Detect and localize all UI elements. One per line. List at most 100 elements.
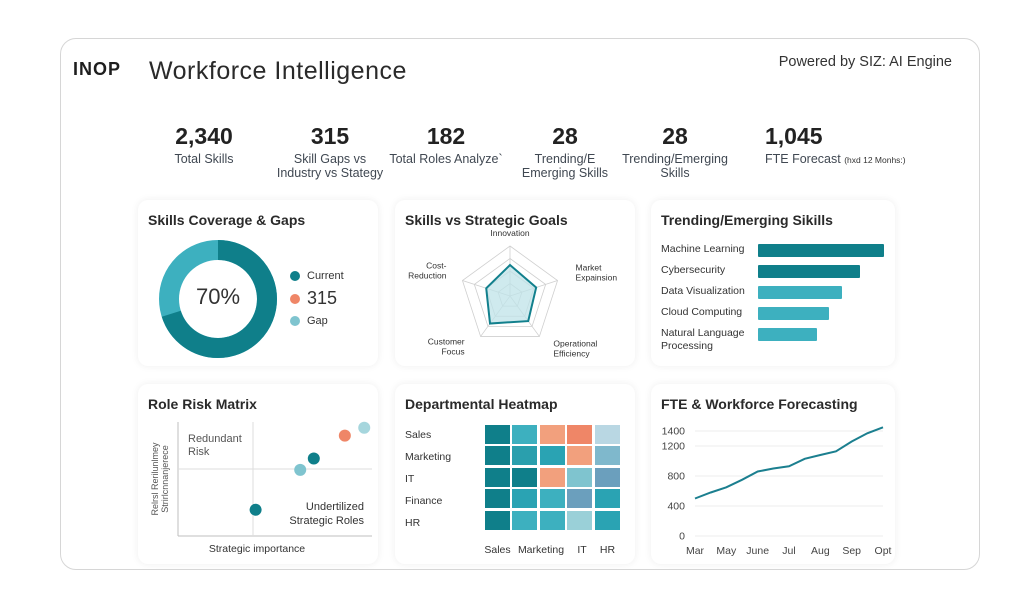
radar-series-area [485, 263, 538, 325]
coverage-card: Skills Coverage & Gaps 70% Current 315 G… [138, 200, 378, 366]
heatmap-row-label: Finance [405, 495, 443, 507]
heatmap-col-label: IT [577, 544, 587, 556]
heatmap-cell[interactable] [484, 466, 511, 488]
forecast-x-tick-label: Aug [811, 545, 830, 557]
heatmap-cell[interactable] [566, 466, 594, 488]
quadrant-label-top-line2: Risk [188, 446, 210, 458]
legend-label: Gap [307, 315, 328, 327]
heatmap-col-label: Sales [484, 544, 511, 556]
kpi-label-line2: Skills [660, 166, 690, 180]
forecast-y-tick-label: 1400 [662, 426, 686, 438]
heatmap-row-label: Marketing [405, 451, 452, 463]
kpi-trending-skills[interactable]: 28 Trending/E Emerging Skills [517, 123, 613, 180]
trending-bar [758, 286, 843, 299]
heatmap-cell[interactable] [538, 424, 566, 445]
heatmap-row-label: HR [405, 517, 421, 529]
heatmap-cell[interactable] [593, 509, 621, 531]
forecast-y-tick-label: 400 [667, 501, 685, 513]
heatmap-cell[interactable] [593, 424, 621, 445]
risk-xlabel: Strategic importance [209, 543, 305, 555]
trending-title: Trending/Emerging Sikills [661, 212, 833, 228]
trending-label-line2: Processing [661, 340, 713, 352]
heatmap-cell[interactable] [593, 445, 621, 467]
coverage-title: Skills Coverage & Gaps [148, 212, 306, 228]
kpi-total-skills[interactable]: 2,340 Total Skills [165, 123, 243, 166]
donut-current-arc [159, 240, 277, 358]
forecast-x-tick-label: Sep [842, 545, 861, 557]
heatmap-cell[interactable] [511, 488, 539, 510]
forecast-x-tick-label: June [746, 545, 769, 557]
radar-grid-ring [461, 245, 559, 337]
heatmap-cell[interactable] [538, 488, 566, 510]
heatmap-cell[interactable] [593, 488, 621, 510]
legend-dot [290, 293, 300, 304]
forecast-x-tick-label: Jul [782, 545, 795, 557]
dashboard-frame: INOP Workforce Intelligence Powered by S… [60, 38, 980, 570]
radar-title: Skills vs Strategic Goals [405, 212, 568, 228]
trending-label: Natural Language Processing [661, 327, 744, 353]
risk-ylabel-line2: Strirlcnnanjerece [160, 445, 170, 513]
kpi-fte-forecast[interactable]: 1,045 FTE Forecast (hxd 12 Monhs:) [765, 123, 911, 167]
heatmap-cell[interactable] [484, 424, 511, 445]
kpi-skill-gaps[interactable]: 315 Skill Gaps vs Industry vs Stategy [271, 123, 389, 180]
trending-bar [758, 265, 861, 278]
radar-axis-label-line2: Efficiency [553, 348, 590, 358]
radar-axis-label-line2: Reduction [408, 271, 447, 281]
legend-dot [290, 271, 300, 281]
heatmap-cell[interactable] [484, 445, 511, 467]
heatmap-cell[interactable] [593, 466, 621, 488]
heatmap-cell[interactable] [511, 424, 539, 445]
forecast-card: FTE & Workforce Forecasting 0 400 800 1200 1… [651, 384, 895, 564]
heatmap-col-label: HR [599, 544, 616, 556]
risk-point [358, 421, 371, 434]
kpi-label: Total Roles Analyze` [389, 152, 503, 166]
legend-gap-count: 315 [290, 288, 337, 309]
radar-axis-label: Customer [428, 336, 465, 346]
coverage-percent: 70% [195, 284, 241, 309]
kpi-label-main: FTE Forecast [765, 152, 841, 166]
trending-label: Data Visualization [661, 285, 745, 297]
kpi-label-line2: Emerging Skills [521, 166, 609, 180]
quadrant-label-top: Redundant [188, 433, 242, 445]
radar-axis-label: Operational [553, 338, 597, 348]
heatmap-cell[interactable] [511, 445, 539, 467]
kpi-total-roles[interactable]: 182 Total Roles Analyze` [386, 123, 506, 166]
forecast-x-tick-label: Opt [875, 545, 892, 557]
kpi-label: Skill Gaps vs [293, 152, 367, 166]
risk-point [307, 452, 320, 465]
risk-card: Role Risk Matrix Relrsl Rerilunlmey Stri… [138, 384, 378, 564]
forecast-line-chart: 0 400 800 1200 1400 Mar May June Jul Aug Sep Opt [662, 426, 892, 558]
heatmap-cell[interactable] [566, 445, 594, 467]
heatmap-cell[interactable] [511, 466, 539, 488]
page-title: Workforce Intelligence [149, 57, 407, 85]
kpi-label: Trending/Emerging [622, 152, 728, 166]
heatmap-title: Departmental Heatmap [405, 396, 558, 412]
heatmap-cell[interactable] [566, 488, 594, 510]
forecast-y-tick-label: 800 [667, 471, 685, 483]
legend-label: Current [307, 270, 344, 282]
heatmap-cell[interactable] [538, 466, 566, 488]
powered-by-label: Powered by SIZ: AI Engine [778, 54, 952, 70]
radar-axis-label: Market [576, 263, 603, 273]
legend-label: 315 [307, 288, 338, 308]
heatmap-cell[interactable] [511, 509, 539, 531]
coverage-donut [159, 240, 277, 358]
heatmap-cell[interactable] [566, 424, 594, 445]
forecast-y-tick-label: 0 [679, 531, 685, 543]
heatmap-cell[interactable] [484, 509, 511, 531]
forecast-title: FTE & Workforce Forecasting [661, 396, 858, 412]
heatmap-cell[interactable] [538, 509, 566, 531]
risk-point [249, 503, 262, 516]
kpi-trending-emerging[interactable]: 28 Trending/Emerging Skills [618, 123, 732, 180]
heatmap-cell[interactable] [566, 509, 594, 531]
logo: INOP [73, 59, 122, 79]
trending-label-line1: Natural Language [661, 327, 745, 339]
radar-axis-label-line2: Expainsion [576, 273, 618, 283]
heatmap-cell[interactable] [484, 488, 511, 510]
heatmap-cell[interactable] [538, 445, 566, 467]
forecast-x-tick-label: May [716, 545, 737, 557]
kpi-label-sub: (hxd 12 Monhs:) [844, 155, 906, 165]
kpi-label-line2: Industry vs Stategy [276, 166, 384, 180]
radar-card: Skills vs Strategic Goals Innovation Mark… [395, 200, 635, 366]
